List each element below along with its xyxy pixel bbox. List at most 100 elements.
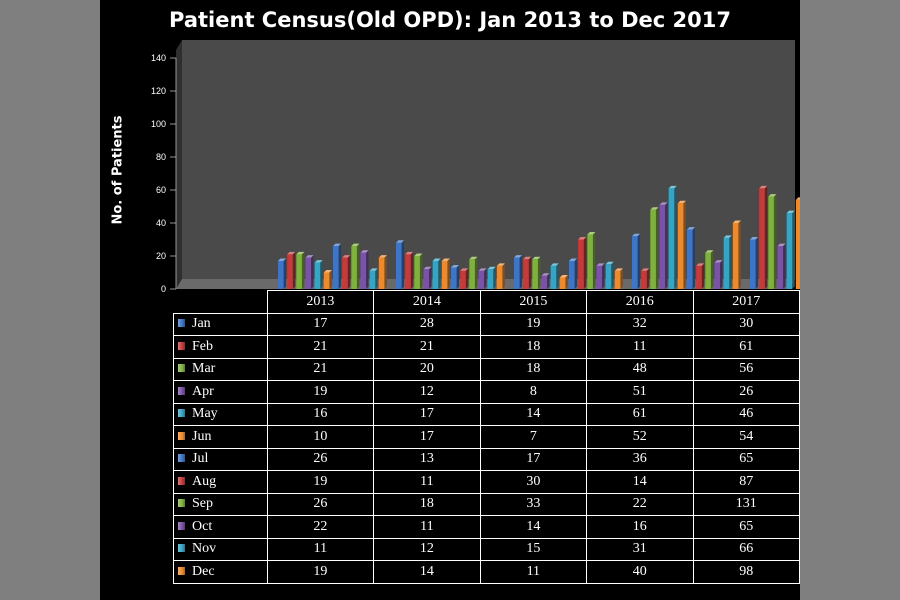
bar-top	[278, 258, 287, 261]
bar-front	[460, 270, 466, 289]
bar-front	[342, 257, 348, 289]
bar-2013-jan	[278, 258, 287, 289]
bar-side	[720, 260, 723, 289]
table-row: Feb 21 21 18 11 61	[173, 335, 800, 359]
bar-top	[696, 263, 705, 266]
data-value: 61	[586, 402, 694, 426]
bar-2014-jan	[396, 240, 405, 289]
legend-swatch	[178, 476, 185, 485]
data-value: 16	[586, 515, 694, 539]
bar-2017-feb	[759, 185, 768, 289]
bar-top	[523, 256, 532, 260]
legend-entry: Mar	[173, 357, 268, 381]
bar-side	[329, 270, 332, 289]
data-value: 19	[266, 470, 375, 494]
legend-label: Jun	[192, 428, 212, 444]
data-value: 14	[479, 402, 588, 426]
bar-top	[677, 200, 686, 204]
bar-top	[342, 255, 351, 258]
data-value: 11	[373, 515, 481, 539]
legend-label: Sep	[192, 496, 213, 512]
bar-front	[550, 265, 557, 289]
data-value: 26	[266, 492, 375, 516]
legend-swatch	[178, 431, 185, 440]
legend-swatch	[178, 566, 185, 575]
bar-2013-feb	[287, 251, 296, 289]
bar-top	[659, 202, 668, 205]
bar-front	[696, 265, 702, 289]
bar-side	[683, 200, 686, 289]
bar-top	[314, 260, 323, 263]
data-value: 46	[692, 402, 800, 426]
legend-entry: Jul	[173, 447, 268, 471]
legend-entry: Dec	[173, 560, 268, 584]
bar-side	[519, 255, 523, 289]
data-value: 19	[266, 560, 375, 584]
bar-top	[323, 270, 332, 273]
bar-side	[410, 251, 414, 289]
bar-top	[514, 255, 523, 258]
bar-front	[323, 272, 330, 289]
bar-side	[773, 194, 777, 289]
table-row: Jan 17 28 19 32 30	[173, 312, 800, 336]
table-row: Apr 19 12 8 51 26	[173, 380, 800, 404]
bar-side	[292, 251, 296, 289]
bar-2014-nov	[487, 266, 496, 289]
legend-swatch	[178, 454, 185, 463]
bar-front	[296, 254, 302, 289]
data-value: 52	[586, 425, 694, 449]
y-tick-label: 40	[156, 218, 166, 228]
bar-top	[333, 243, 342, 247]
bar-top	[423, 266, 432, 270]
y-tick-label: 0	[161, 284, 166, 294]
bar-front	[587, 234, 593, 289]
bar-side	[375, 268, 378, 289]
bar-2013-mar	[296, 251, 305, 289]
data-value: 17	[373, 425, 481, 449]
bar-side	[283, 258, 287, 289]
chart-plot: 0 20 40 60 80 100 120 140	[151, 40, 800, 294]
data-value: 13	[373, 447, 481, 471]
bar-side	[792, 210, 795, 289]
bar-side	[465, 268, 469, 289]
data-value: 12	[373, 380, 481, 404]
bar-side	[583, 237, 587, 289]
bar-top	[687, 227, 696, 230]
legend-entry: Aug	[173, 470, 268, 494]
bar-top	[614, 268, 623, 271]
bar-front	[650, 209, 656, 289]
bar-side	[438, 258, 441, 289]
data-value: 30	[692, 312, 800, 336]
bar-2016-nov	[723, 235, 732, 289]
data-value: 11	[373, 470, 481, 494]
data-value: 18	[373, 492, 481, 516]
bar-side	[646, 268, 650, 289]
bar-side	[537, 256, 541, 289]
bar-front	[714, 262, 721, 289]
bar-front	[405, 254, 411, 289]
data-value: 19	[266, 380, 375, 404]
bar-front	[750, 239, 756, 289]
bar-top	[668, 185, 677, 189]
bar-2017-mar	[768, 194, 777, 289]
bar-front	[559, 277, 566, 289]
bar-side	[484, 268, 487, 289]
legend-entry: Oct	[173, 515, 268, 539]
bar-2016-may	[668, 185, 677, 289]
legend-swatch	[178, 341, 185, 350]
legend-label: Apr	[192, 383, 214, 399]
bar-top	[469, 256, 478, 260]
bar-top	[360, 250, 369, 253]
legend-label: Mar	[192, 361, 216, 377]
bar-top	[795, 197, 800, 200]
bar-top	[578, 237, 587, 240]
bar-top	[759, 185, 768, 189]
legend-label: Feb	[192, 338, 213, 354]
bar-top	[541, 273, 550, 276]
bar-side	[474, 256, 478, 289]
bar-2015-nov	[605, 261, 614, 289]
bar-side	[502, 263, 505, 289]
bar-side	[602, 263, 605, 289]
data-table: 2013 2014 2015 2016 2017 Jan 17 28 19 32 30 Feb 21 2…	[173, 290, 800, 584]
bar-front	[523, 259, 529, 289]
